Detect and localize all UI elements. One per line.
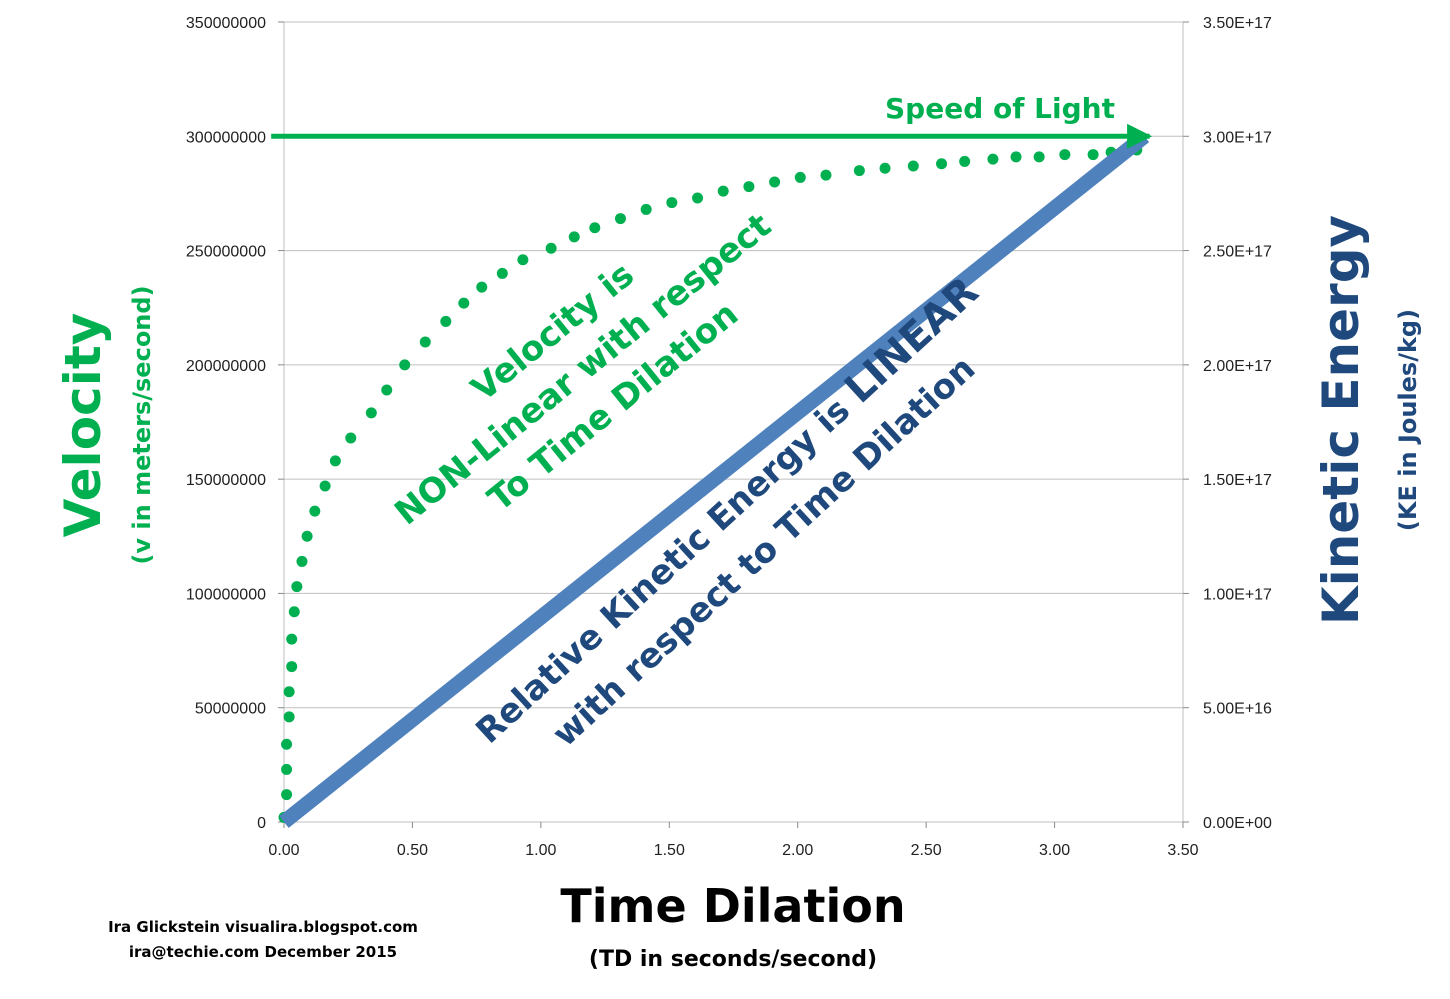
kinetic-energy-line <box>279 130 1150 828</box>
x-tick-label: 1.50 <box>654 842 685 859</box>
y2-tick-label: 2.50E+17 <box>1203 244 1272 261</box>
y-tick-label: 350000000 <box>186 15 266 32</box>
y2-tick-label: 1.50E+17 <box>1203 472 1272 489</box>
credit-line-1: Ira Glickstein visualira.blogspot.com <box>108 918 418 936</box>
y2-tick-label: 5.00E+16 <box>1203 701 1272 718</box>
y-tick-label: 300000000 <box>186 129 266 146</box>
velocity-point <box>820 169 832 181</box>
velocity-point <box>717 185 729 197</box>
velocity-point <box>476 281 488 293</box>
velocity-point <box>907 160 919 172</box>
velocity-point <box>496 267 508 279</box>
plot-area <box>283 21 1184 823</box>
x-tick-label: 1.00 <box>525 842 556 859</box>
velocity-point <box>281 738 293 750</box>
credit-line-2: ira@techie.com December 2015 <box>129 943 397 961</box>
velocity-point <box>440 315 452 327</box>
x-axis-ticks: 0.00 0.50 1.00 1.50 2.00 2.50 3.00 3.50 <box>268 822 1199 859</box>
velocity-point <box>517 254 529 266</box>
velocity-point <box>640 203 652 215</box>
x-tick-label: 2.50 <box>911 842 942 859</box>
y2-tick-label: 3.50E+17 <box>1203 15 1272 32</box>
y2-axis-title: Kinetic Energy (KE in Joules/kg) <box>1312 215 1422 625</box>
x-axis-sublabel: (TD in seconds/second) <box>589 947 877 972</box>
velocity-point <box>309 505 321 517</box>
x-tick-label: 3.50 <box>1167 842 1198 859</box>
y-axis-label: Velocity <box>54 313 112 538</box>
speed-of-light-label: Speed of Light <box>885 92 1115 125</box>
velocity-point <box>987 153 999 165</box>
x-tick-label: 0.50 <box>397 842 428 859</box>
velocity-point <box>692 192 704 204</box>
velocity-point <box>381 384 393 396</box>
velocity-point <box>288 606 300 618</box>
velocity-point <box>589 222 601 234</box>
velocity-point <box>568 231 580 243</box>
velocity-point <box>281 789 293 801</box>
velocity-point <box>853 165 865 177</box>
y-tick-label: 250000000 <box>186 244 266 261</box>
velocity-point <box>283 686 295 698</box>
y2-tick-label: 0.00E+00 <box>1203 815 1272 832</box>
velocity-point <box>458 297 470 309</box>
y2-axis-ticks: 0.00E+00 5.00E+16 1.00E+17 1.50E+17 2.00E+17… <box>1183 15 1272 832</box>
y-tick-label: 50000000 <box>195 701 266 718</box>
velocity-point <box>769 176 781 188</box>
velocity-point <box>1059 149 1071 161</box>
y2-tick-label: 2.00E+17 <box>1203 358 1272 375</box>
velocity-annotation-line2: NON-Linear with respect <box>387 206 778 534</box>
velocity-point <box>345 432 357 444</box>
x-axis-label: Time Dilation <box>560 879 905 933</box>
y2-tick-label: 3.00E+17 <box>1203 129 1272 146</box>
velocity-point <box>794 171 806 183</box>
velocity-point <box>419 336 431 348</box>
series <box>271 123 1153 828</box>
velocity-point <box>329 455 341 467</box>
velocity-point <box>286 661 298 673</box>
y2-tick-label: 1.00E+17 <box>1203 586 1272 603</box>
velocity-point <box>319 480 331 492</box>
y-axis-title: Velocity (v in meters/second) <box>54 285 156 564</box>
y-tick-label: 200000000 <box>186 358 266 375</box>
velocity-point <box>614 213 626 225</box>
x-tick-label: 3.00 <box>1039 842 1070 859</box>
velocity-point <box>936 158 948 170</box>
velocity-point <box>291 581 303 593</box>
velocity-point <box>399 359 411 371</box>
velocity-point <box>1010 151 1022 163</box>
x-tick-label: 2.00 <box>782 842 813 859</box>
velocity-point <box>959 155 971 167</box>
velocity-point <box>743 181 755 193</box>
x-tick-label: 0.00 <box>268 842 299 859</box>
velocity-point <box>1033 151 1045 163</box>
velocity-point <box>1087 149 1099 161</box>
y-tick-label: 100000000 <box>186 586 266 603</box>
y-axis-ticks: 0 50000000 100000000 150000000 200000000 2500… <box>186 15 284 832</box>
velocity-point <box>301 530 313 542</box>
velocity-point <box>286 633 298 645</box>
velocity-point <box>281 763 293 775</box>
y2-axis-label: Kinetic Energy <box>1312 215 1370 625</box>
y-tick-label: 150000000 <box>186 472 266 489</box>
velocity-point <box>545 242 557 254</box>
velocity-point <box>283 711 295 723</box>
y2-axis-sublabel: (KE in Joules/kg) <box>1394 309 1422 531</box>
velocity-point <box>296 555 308 567</box>
velocity-point <box>365 407 377 419</box>
velocity-point <box>879 162 891 174</box>
y-tick-label: 0 <box>257 815 266 832</box>
y-axis-sublabel: (v in meters/second) <box>128 285 156 564</box>
velocity-point <box>666 197 678 209</box>
